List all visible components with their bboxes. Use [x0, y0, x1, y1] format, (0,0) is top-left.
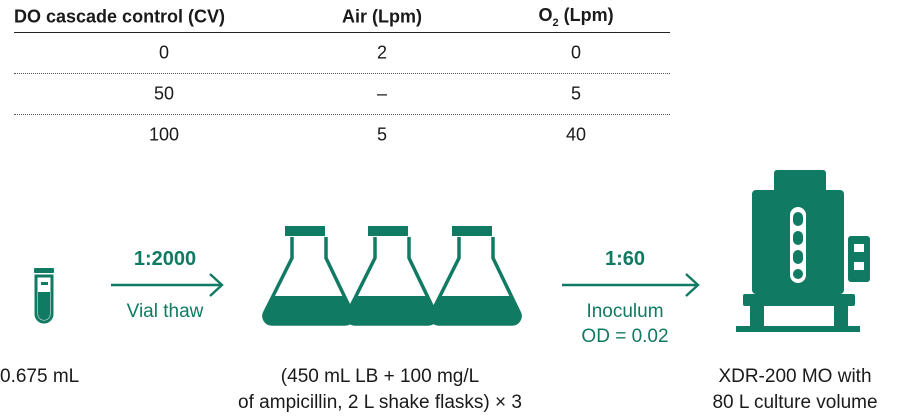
flask-caption-line1: (450 mL LB + 100 mg/L [280, 366, 480, 387]
arrow-right-icon [111, 273, 224, 297]
vial-icon [34, 268, 54, 324]
table-row: 50 – 5 [14, 74, 670, 115]
flask-caption-line2: of ampicillin, 2 L shake flasks) × 3 [238, 392, 522, 413]
table-row: 0 2 0 [14, 33, 670, 74]
header-o2-symbol: O [538, 5, 553, 26]
step2-label-line2: OD = 0.02 [581, 326, 669, 347]
flask-icon [262, 226, 355, 326]
table-cell: 5 [376, 124, 388, 145]
vial-caption: 0.675 mL [0, 366, 80, 387]
table-cell: – [376, 83, 388, 104]
step1-label: Vial thaw [126, 301, 204, 322]
cascade-table: DO cascade control (CV) Air (Lpm) O2 (Lp… [14, 2, 670, 155]
step2-ratio: 1:60 [604, 248, 646, 270]
step2-label-line1: Inoculum [586, 301, 664, 322]
header-o2-unit: (Lpm) [558, 5, 614, 26]
table-cell: 0 [158, 42, 170, 63]
header-air: Air (Lpm) [342, 6, 422, 27]
bioreactor-caption-line2: 80 L culture volume [712, 392, 878, 413]
table-cell: 5 [570, 83, 582, 104]
arrow-right-icon [562, 273, 700, 297]
table-cell: 50 [153, 83, 175, 104]
step1-ratio: 1:2000 [133, 248, 197, 270]
flask-icon [429, 226, 522, 326]
table-cell: 100 [148, 124, 180, 145]
flask-icon [345, 226, 438, 326]
header-do-cascade: DO cascade control (CV) [14, 6, 226, 27]
bioreactor-caption-line1: XDR-200 MO with [718, 366, 872, 387]
bioreactor-icon [736, 170, 870, 332]
header-o2-subscript: 2 [552, 16, 559, 29]
header-o2: O2 (Lpm) [538, 5, 613, 29]
table-row: 100 5 40 [14, 115, 670, 155]
table-header-row: DO cascade control (CV) Air (Lpm) O2 (Lp… [14, 2, 670, 33]
table-cell: 2 [376, 42, 388, 63]
table-cell: 0 [570, 42, 582, 63]
table-cell: 40 [565, 124, 587, 145]
